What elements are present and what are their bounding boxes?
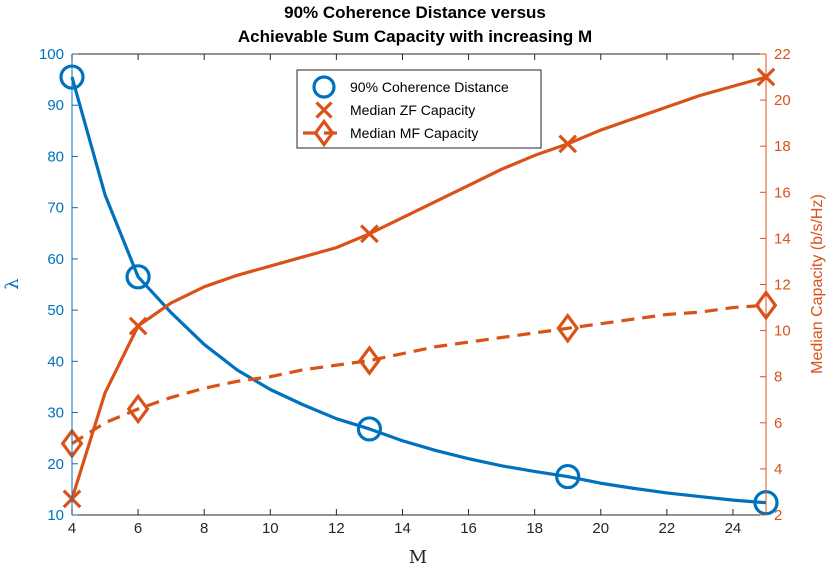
axes-layer: 4 6 8 10 12 14 16 18 20 22 24102030405060708090100… xyxy=(39,46,791,537)
y-left-tick-label-8: 90 xyxy=(47,97,64,114)
y-right-tick-label-4: 10 xyxy=(774,323,791,340)
legend: 90% Coherence Distance Median ZF Capacity… xyxy=(296,69,542,149)
series-1-marker-2-stroke-b xyxy=(360,224,379,244)
x-axis-label: M xyxy=(409,547,427,567)
x-tick-label-6: 16 xyxy=(460,520,477,537)
legend-label-0: 90% Coherence Distance xyxy=(350,79,509,95)
y-axis-right-label: Median Capacity (b/s/Hz) xyxy=(809,194,826,374)
y-right-tick-label-8: 18 xyxy=(774,138,791,155)
legend-marker-0 xyxy=(312,75,336,99)
series-line-0 xyxy=(70,76,767,505)
x-tick-label-5: 14 xyxy=(394,520,411,537)
series-line-1 xyxy=(70,75,767,500)
legend-marker-2 xyxy=(313,118,335,148)
y-right-tick-label-10: 22 xyxy=(774,46,791,63)
y-left-tick-label-9: 100 xyxy=(39,46,64,63)
series-1-marker-3-stroke-b xyxy=(558,134,578,154)
series-2-marker-2 xyxy=(358,345,381,376)
series-1-marker-3 xyxy=(558,134,578,154)
legend-box xyxy=(296,69,542,149)
x-tick-label-9: 22 xyxy=(659,520,676,537)
y-left-tick-label-3: 40 xyxy=(47,353,64,370)
x-tick-label-4: 12 xyxy=(328,520,345,537)
y-right-tick-label-2: 6 xyxy=(774,415,782,432)
y-right-tick-label-3: 8 xyxy=(774,369,782,386)
y-left-tick-label-4: 50 xyxy=(47,302,64,319)
y-right-tick-label-9: 20 xyxy=(774,92,791,109)
series-2-marker-3 xyxy=(556,312,580,344)
y-right-tick-label-0: 2 xyxy=(774,507,782,524)
series-1-marker-1-stroke-b xyxy=(128,316,148,336)
series-0-marker-3 xyxy=(555,463,581,490)
series-0-marker-2 xyxy=(356,416,383,442)
y-left-tick-label-6: 70 xyxy=(47,200,64,217)
y-left-tick-label-1: 20 xyxy=(47,456,64,473)
y-right-tick-label-7: 16 xyxy=(774,184,791,201)
series-1-marker-2 xyxy=(360,224,379,244)
legend-marker-1 xyxy=(315,101,333,119)
x-tick-label-2: 8 xyxy=(200,520,208,537)
x-tick-label-0: 4 xyxy=(68,520,76,537)
chart-title-line1: 90% Coherence Distance versus xyxy=(284,3,546,22)
chart-title-line2: Achievable Sum Capacity with increasing … xyxy=(238,27,592,46)
series-1-marker-1 xyxy=(128,316,148,336)
legend-marker-1-stroke-b xyxy=(315,101,333,119)
y-left-tick-label-5: 60 xyxy=(47,251,64,268)
y-left-tick-label-2: 30 xyxy=(47,405,64,422)
y-right-tick-label-5: 12 xyxy=(774,277,791,294)
legend-label-2: Median MF Capacity xyxy=(350,125,478,141)
y-right-tick-label-6: 14 xyxy=(774,230,791,247)
y-axis-left-label: λ xyxy=(2,278,23,289)
x-tick-label-8: 20 xyxy=(592,520,609,537)
y-left-tick-label-0: 10 xyxy=(47,507,64,524)
x-tick-label-3: 10 xyxy=(262,520,279,537)
series-line-2 xyxy=(71,303,767,445)
series-0-marker-1 xyxy=(125,264,151,290)
series-2-marker-1 xyxy=(126,393,150,425)
y-right-tick-label-1: 4 xyxy=(774,461,782,478)
legend-label-1: Median ZF Capacity xyxy=(350,102,475,118)
x-tick-label-10: 24 xyxy=(725,520,742,537)
x-tick-label-1: 6 xyxy=(134,520,142,537)
y-left-tick-label-7: 80 xyxy=(47,148,64,165)
x-tick-label-7: 18 xyxy=(526,520,543,537)
